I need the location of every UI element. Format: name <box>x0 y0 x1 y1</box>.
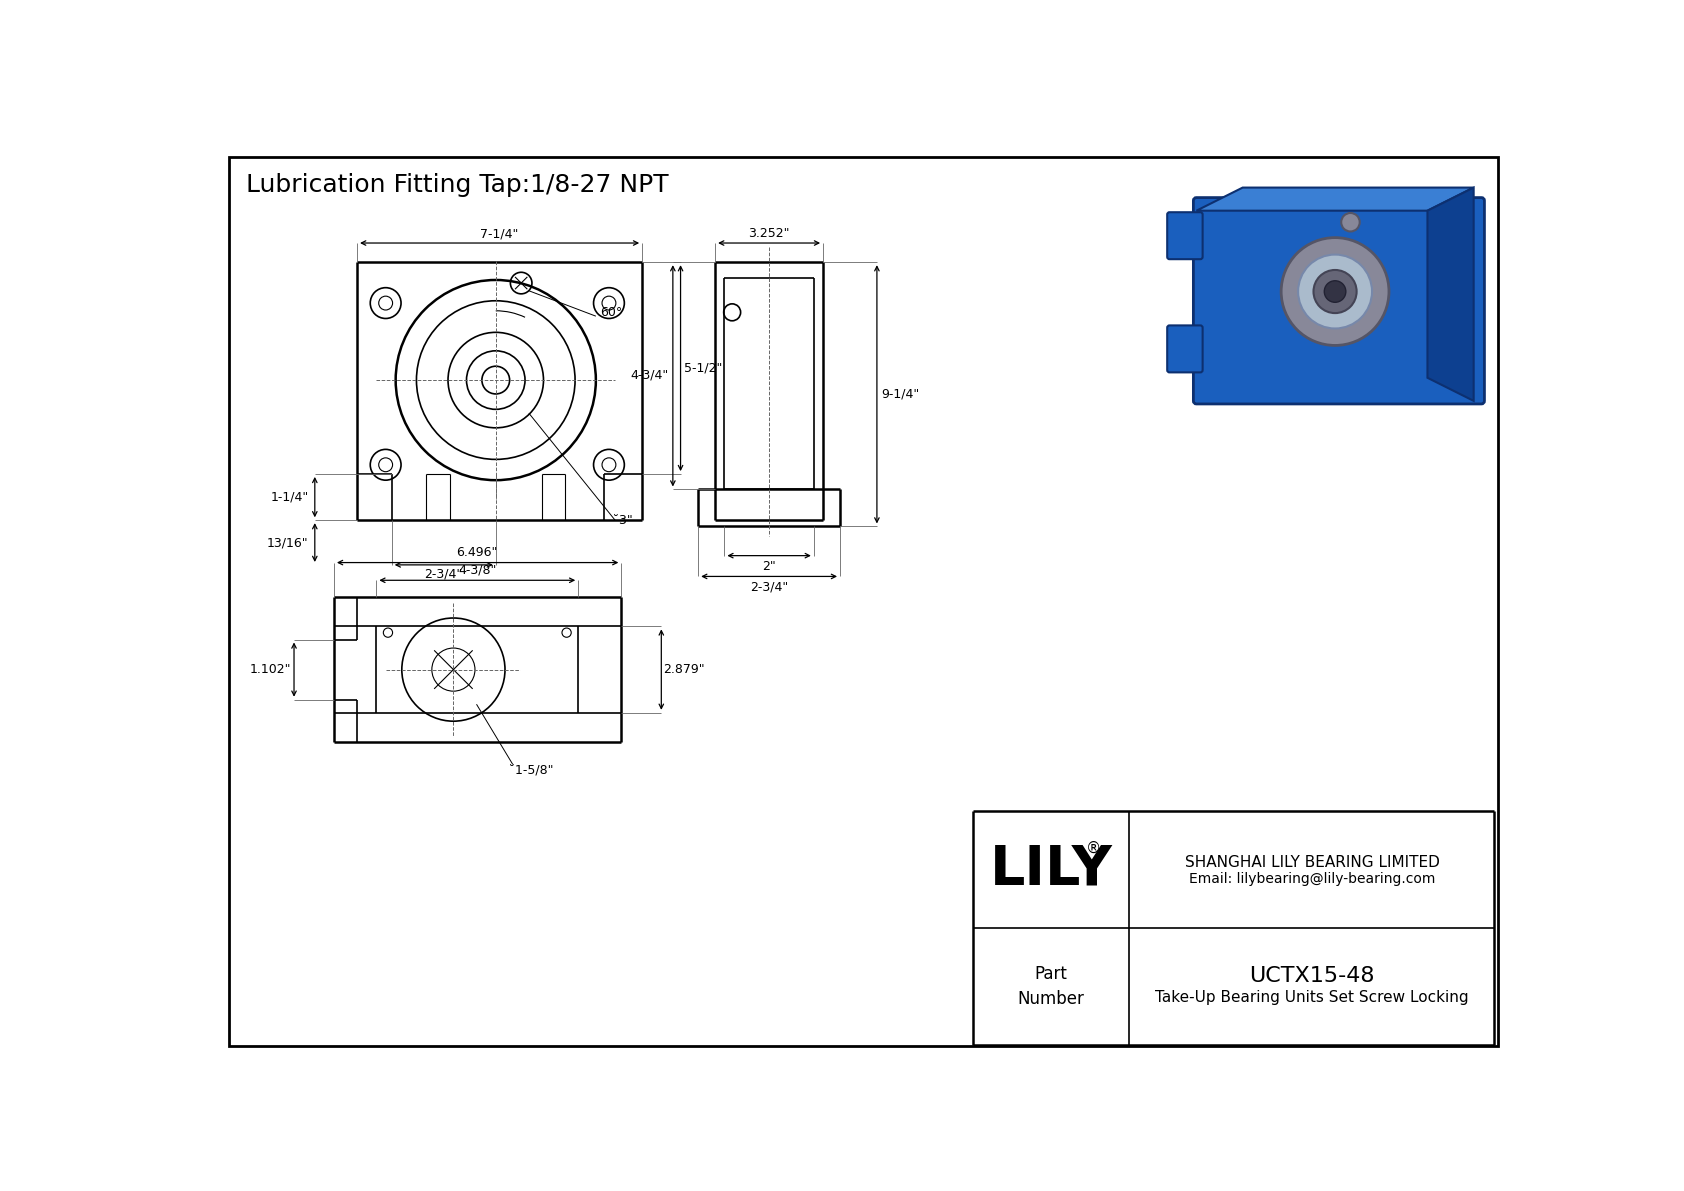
FancyBboxPatch shape <box>1167 212 1202 260</box>
Circle shape <box>1298 255 1372 329</box>
Circle shape <box>1340 213 1359 231</box>
Text: 3.252": 3.252" <box>748 227 790 241</box>
Polygon shape <box>1196 187 1474 211</box>
Text: 1-1/4": 1-1/4" <box>271 491 310 504</box>
Text: 7-1/4": 7-1/4" <box>480 227 519 241</box>
Polygon shape <box>1428 187 1474 401</box>
Text: 2.879": 2.879" <box>663 663 706 676</box>
Text: LILY: LILY <box>990 843 1113 897</box>
FancyBboxPatch shape <box>1194 198 1484 404</box>
Text: ̆3": ̆3" <box>620 513 633 526</box>
Text: 9-1/4": 9-1/4" <box>881 387 919 400</box>
Text: 1.102": 1.102" <box>251 663 291 676</box>
Text: 5-1/2": 5-1/2" <box>684 361 722 374</box>
FancyBboxPatch shape <box>1167 325 1202 373</box>
Text: 4-3/8": 4-3/8" <box>458 563 497 576</box>
Text: 13/16": 13/16" <box>268 536 308 549</box>
Text: Part
Number: Part Number <box>1017 966 1084 1009</box>
Text: 4-3/4": 4-3/4" <box>630 369 669 382</box>
Text: UCTX15-48: UCTX15-48 <box>1250 966 1374 986</box>
Text: Lubrication Fitting Tap:1/8-27 NPT: Lubrication Fitting Tap:1/8-27 NPT <box>246 173 669 198</box>
Text: 2-3/4": 2-3/4" <box>749 581 788 593</box>
Circle shape <box>1282 238 1389 345</box>
Text: 2-3/4": 2-3/4" <box>424 568 463 581</box>
Text: 60°: 60° <box>600 306 621 319</box>
Text: SHANGHAI LILY BEARING LIMITED: SHANGHAI LILY BEARING LIMITED <box>1184 855 1440 869</box>
Circle shape <box>1324 281 1346 303</box>
Text: ̆1-5/8": ̆1-5/8" <box>515 763 554 777</box>
Text: 2": 2" <box>763 560 776 573</box>
Text: Take-Up Bearing Units Set Screw Locking: Take-Up Bearing Units Set Screw Locking <box>1155 990 1468 1005</box>
Circle shape <box>1314 270 1357 313</box>
Text: 6.496": 6.496" <box>456 545 498 559</box>
Text: ®: ® <box>1086 841 1101 856</box>
Text: Email: lilybearing@lily-bearing.com: Email: lilybearing@lily-bearing.com <box>1189 872 1435 886</box>
